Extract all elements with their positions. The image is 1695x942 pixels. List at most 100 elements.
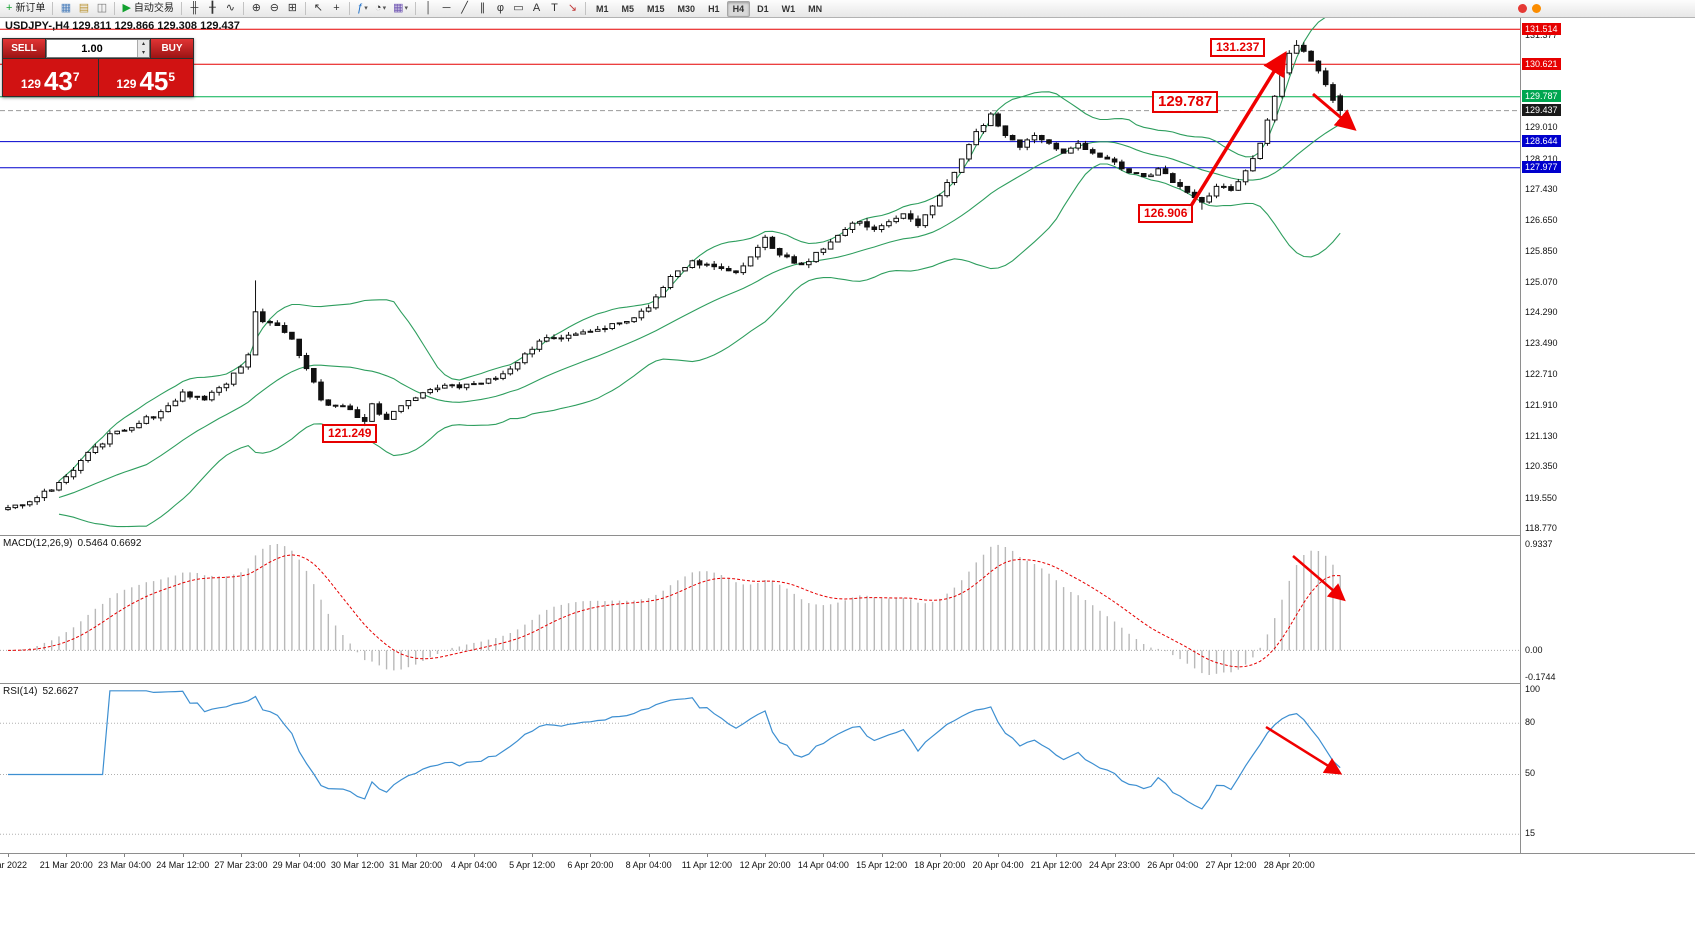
axis-label: 122.710 <box>1525 369 1558 380</box>
timeframe-m15-button[interactable]: M15 <box>647 3 665 14</box>
time-axis-label: Mar 2022 <box>0 860 28 870</box>
time-axis-label: 27 Mar 23:00 <box>214 860 268 870</box>
tile-windows-icon: ⊞ <box>287 2 298 14</box>
timeframe-m1-button[interactable]: M1 <box>596 3 609 14</box>
new-order-button[interactable]: + 新订单 <box>3 1 48 17</box>
label-button[interactable]: T <box>546 1 563 17</box>
time-tick <box>1231 854 1233 857</box>
chart-line-button[interactable]: ∿ <box>222 1 239 17</box>
time-axis-label: 27 Apr 12:00 <box>1205 860 1257 870</box>
fibonacci-button[interactable]: φ <box>492 1 509 17</box>
volume-field: ▴ ▾ <box>46 39 150 58</box>
axis-label: 0.00 <box>1525 645 1543 656</box>
vertical-line-button[interactable]: │ <box>420 1 437 17</box>
sell-button[interactable]: SELL <box>3 39 45 58</box>
axis-label: 125.070 <box>1525 276 1558 287</box>
axis-label: 80 <box>1525 717 1536 728</box>
toolbar-separator <box>585 2 586 15</box>
red-trend-arrow[interactable] <box>1312 92 1357 131</box>
symbol-ohlc-label: USDJPY-,H4 129.811 129.866 129.308 129.4… <box>5 20 240 32</box>
price-chart-panel[interactable]: USDJPY-,H4 129.811 129.866 129.308 129.4… <box>0 18 1520 535</box>
timeframe-m5-button[interactable]: M5 <box>621 3 635 14</box>
time-axis-label: 29 Mar 04:00 <box>272 860 326 870</box>
rsi-panel[interactable]: RSI(14) 52.6627 <box>0 683 1520 853</box>
time-tick <box>1172 854 1174 857</box>
zoom-in-button[interactable]: ⊕ <box>248 1 265 17</box>
volume-down-button[interactable]: ▾ <box>141 49 145 56</box>
red-trend-arrow[interactable] <box>1292 555 1346 602</box>
time-tick <box>706 854 708 857</box>
volume-spinner: ▴ ▾ <box>137 40 149 57</box>
cursor-button[interactable]: ↖ <box>310 1 327 17</box>
indicators-button[interactable]: ƒ ▾ <box>354 1 371 17</box>
time-tick <box>1056 854 1058 857</box>
time-tick <box>124 854 126 857</box>
volume-input[interactable] <box>47 40 137 57</box>
crosshair-button[interactable]: + <box>328 1 345 17</box>
time-axis-label: 5 Apr 12:00 <box>509 860 556 870</box>
timeframe-mn-button[interactable]: MN <box>808 3 823 14</box>
toolbar-separator <box>348 2 350 15</box>
bid-price-box[interactable]: 129 43 7 <box>3 59 98 96</box>
buy-button[interactable]: BUY <box>151 39 193 58</box>
shapes-button[interactable]: ▭ <box>510 1 527 17</box>
chart-candles-button[interactable]: ╂ <box>204 1 221 17</box>
price-axis[interactable]: 131.377129.010128.210127.430126.650125.8… <box>1520 18 1695 853</box>
time-axis-label: 8 Apr 04:00 <box>625 860 672 870</box>
time-tick <box>66 854 68 857</box>
price-chart-svg <box>0 18 1520 528</box>
periods-button[interactable]: ◔ ▾ <box>372 1 389 17</box>
trendline-button[interactable]: ╱ <box>456 1 473 17</box>
timeframe-m30-button[interactable]: M30 <box>677 3 696 14</box>
autotrade-icon: ▶ <box>122 2 131 14</box>
autotrade-button[interactable]: ▶ 自动交易 <box>119 1 176 17</box>
axis-label: 130.621 <box>1522 57 1561 70</box>
axis-label: 100 <box>1525 684 1541 695</box>
price-annotation[interactable]: 121.249 <box>322 424 378 443</box>
chart-bars-button[interactable]: ╫ <box>186 1 203 17</box>
red-trend-arrow[interactable] <box>1184 51 1287 215</box>
toolbar: + 新订单 ▦ ▤ ◫ ▶ 自动交易 ╫ ╂ ∿ ⊕ ⊖ ⊞ ↖ + ƒ ▾ ◔ ▾ ▦ ▾ │ ─ ╱ ∥ φ ▭ A T ↘ M1 M5 M… <box>0 0 1695 18</box>
templates-button[interactable]: ▦ ▾ <box>390 1 411 17</box>
cursor-icon: ↖ <box>313 2 324 14</box>
timeframe-d1-button[interactable]: D1 <box>757 3 769 14</box>
toolbar-separator <box>304 2 306 15</box>
window-status-dot-2 <box>1532 4 1541 13</box>
axis-label: 126.650 <box>1525 214 1558 225</box>
chart-windows-button[interactable]: ▦ <box>57 1 74 17</box>
candlesticks <box>5 40 1344 511</box>
timeframe-h4-button[interactable]: H4 <box>726 0 751 17</box>
price-annotation[interactable]: 129.787 <box>1152 91 1219 113</box>
volume-up-button[interactable]: ▴ <box>141 41 145 47</box>
shapes-icon: ▭ <box>513 2 524 14</box>
data-window-icon: ◫ <box>96 2 108 14</box>
time-axis-label: 28 Apr 20:00 <box>1263 860 1315 870</box>
axis-label: 129.787 <box>1522 90 1561 103</box>
macd-values: 0.5464 0.6692 <box>77 538 142 549</box>
data-window-button[interactable]: ◫ <box>93 1 110 17</box>
macd-signal-line <box>7 554 1341 668</box>
axis-label: 124.290 <box>1525 307 1558 318</box>
time-tick <box>765 854 767 857</box>
channel-button[interactable]: ∥ <box>474 1 491 17</box>
price-annotation[interactable]: 131.237 <box>1210 38 1266 57</box>
time-axis-label: 20 Apr 04:00 <box>972 860 1024 870</box>
price-annotation[interactable]: 126.906 <box>1138 204 1194 223</box>
ask-price-box[interactable]: 129 45 5 <box>98 59 193 96</box>
time-tick <box>415 854 417 857</box>
label-icon: T <box>551 2 558 14</box>
time-axis[interactable]: Mar 2022 21 Mar 20:00 23 Mar 04:00 24 Mar 1… <box>0 853 1695 875</box>
red-trend-arrow[interactable] <box>1265 725 1343 775</box>
time-axis-label: 18 Apr 20:00 <box>914 860 966 870</box>
text-button[interactable]: A <box>528 1 545 17</box>
arrows-button[interactable]: ↘ <box>564 1 581 17</box>
macd-panel[interactable]: MACD(12,26,9) 0.5464 0.6692 <box>0 535 1520 683</box>
timeframe-w1-button[interactable]: W1 <box>781 3 796 14</box>
zoom-out-button[interactable]: ⊖ <box>266 1 283 17</box>
time-axis-label: 31 Mar 20:00 <box>389 860 443 870</box>
periods-icon: ◔ <box>374 2 382 14</box>
horizontal-line-button[interactable]: ─ <box>438 1 455 17</box>
tile-windows-button[interactable]: ⊞ <box>284 1 301 17</box>
timeframe-h1-button[interactable]: H1 <box>708 3 720 14</box>
market-watch-button[interactable]: ▤ <box>75 1 92 17</box>
